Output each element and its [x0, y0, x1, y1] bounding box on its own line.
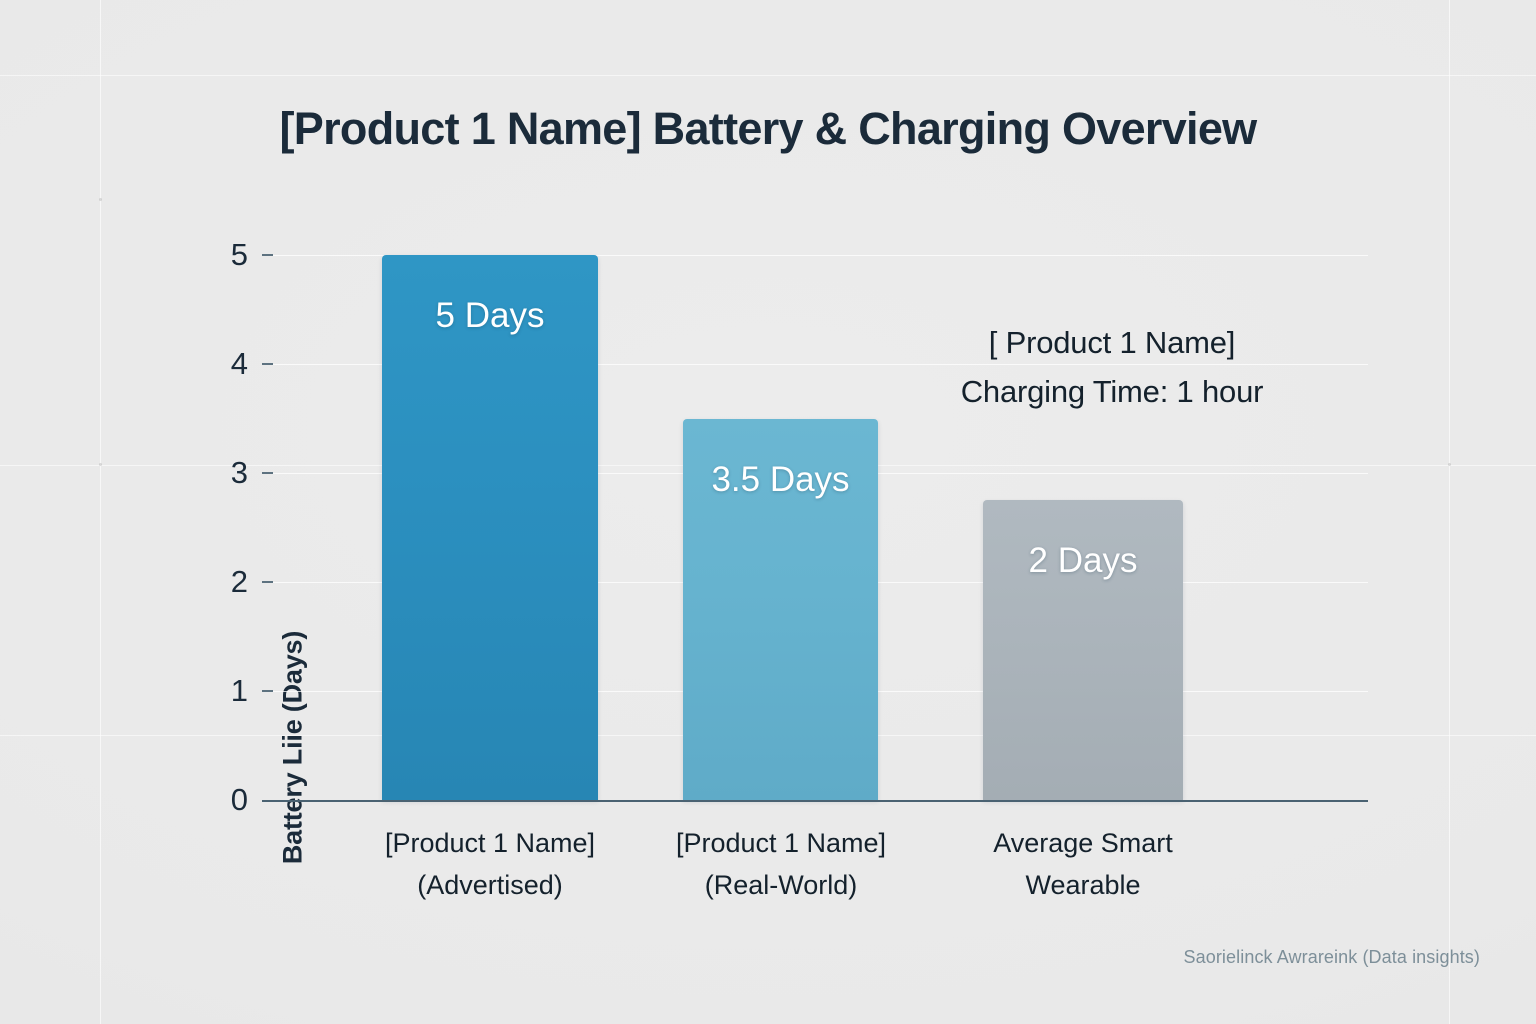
bar-product-advertised[interactable]: 5 Days	[382, 255, 598, 800]
gridline-5	[262, 255, 1368, 256]
y-tick-mark-5	[262, 254, 273, 256]
bar-average-wearable[interactable]: 2 Days	[983, 500, 1183, 800]
y-tick-mark-2	[262, 581, 273, 583]
y-tick-4: 4	[230, 346, 248, 381]
x-label-line-1: Average Smart	[993, 828, 1173, 858]
x-label-line-2: Wearable	[1025, 870, 1141, 900]
y-tick-1: 1	[230, 673, 248, 708]
y-tick-2: 2	[230, 564, 248, 599]
bar-value-label: 5 Days	[435, 296, 545, 335]
plot-area: Battery Liie (Days) 5 Days 3.5 Days 2 Da…	[262, 255, 1368, 864]
charging-annotation: [ Product 1 Name] Charging Time: 1 hour	[912, 325, 1312, 410]
background-guide-dot	[99, 198, 102, 201]
chart-title: [Product 1 Name] Battery & Charging Over…	[279, 103, 1258, 154]
y-axis-ticks: 5 4 3 2 1 0	[178, 237, 248, 817]
bar-value-label: 2 Days	[1028, 541, 1138, 580]
footer-credit: Saorielinck Awrareink (Data insights)	[1183, 947, 1480, 967]
x-label-line-1: [Product 1 Name]	[384, 828, 596, 858]
x-axis-baseline	[262, 800, 1368, 802]
x-label-product-advertised: [Product 1 Name] (Advertised)	[332, 822, 648, 906]
x-label-line-1: [Product 1 Name]	[675, 828, 887, 858]
y-tick-3: 3	[230, 455, 248, 490]
gridline-4	[262, 364, 1368, 365]
y-axis-label: Battery Liie (Days)	[277, 630, 308, 865]
y-tick-mark-3	[262, 472, 273, 474]
x-label-line-2: (Real-World)	[704, 870, 858, 900]
background-guide-line	[1449, 0, 1450, 1024]
background-guide-dot	[1448, 463, 1451, 466]
y-tick-0: 0	[230, 782, 248, 817]
annotation-product-name: [ Product 1 Name]	[988, 325, 1236, 360]
annotation-charging-time: Charging Time: 1 hour	[960, 374, 1264, 409]
x-label-average-wearable: Average Smart Wearable	[933, 822, 1233, 906]
background-guide-line	[100, 0, 101, 1024]
x-label-product-realworld: [Product 1 Name] (Real-World)	[628, 822, 934, 906]
background-guide-line	[0, 75, 1536, 76]
bar-value-label: 3.5 Days	[711, 460, 850, 499]
y-tick-mark-1	[262, 690, 273, 692]
bar-product-realworld[interactable]: 3.5 Days	[683, 419, 878, 800]
y-tick-5: 5	[230, 237, 248, 272]
x-label-line-2: (Advertised)	[417, 870, 563, 900]
y-tick-mark-4	[262, 363, 273, 365]
background-guide-dot	[99, 463, 102, 466]
